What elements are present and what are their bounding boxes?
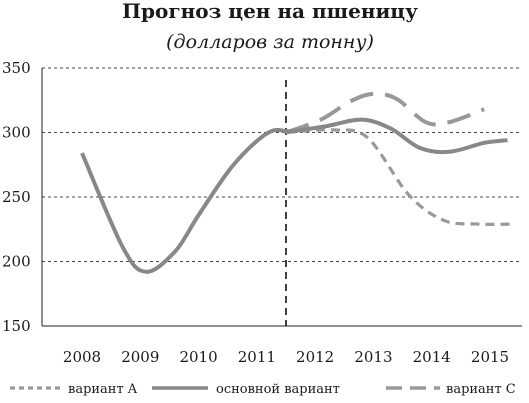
y-tick-label: 350 xyxy=(2,59,31,77)
series-line-base xyxy=(80,117,508,274)
series-lines xyxy=(80,91,514,274)
x-tick-label: 2013 xyxy=(354,348,392,366)
y-axis-tick-labels: 350 300 250 200 150 xyxy=(2,59,31,335)
x-tick-label: 2011 xyxy=(238,348,276,366)
legend-label: вариант A xyxy=(68,382,138,397)
x-axis-tick-labels: 2008 2009 2010 2011 2012 2013 2014 2015 xyxy=(63,348,509,366)
legend-label: основной вариант xyxy=(216,382,340,397)
x-tick-label: 2014 xyxy=(413,348,451,366)
chart-legend: вариант A основной вариант вариант C xyxy=(10,382,516,397)
legend-label: вариант C xyxy=(446,382,516,397)
chart-title: Прогноз цен на пшеницу xyxy=(122,0,418,23)
y-tick-label: 250 xyxy=(2,188,31,206)
series-line-variant-c xyxy=(285,91,485,135)
y-tick-label: 200 xyxy=(2,253,31,271)
x-tick-label: 2008 xyxy=(63,348,101,366)
x-tick-label: 2010 xyxy=(179,348,217,366)
series-line-variant-a xyxy=(285,128,514,226)
x-tick-label: 2015 xyxy=(471,348,509,366)
y-tick-label: 150 xyxy=(2,317,31,335)
x-tick-label: 2012 xyxy=(296,348,334,366)
chart-subtitle: (долларов за тонну) xyxy=(166,31,374,53)
y-tick-label: 300 xyxy=(2,124,31,142)
x-tick-label: 2009 xyxy=(121,348,159,366)
